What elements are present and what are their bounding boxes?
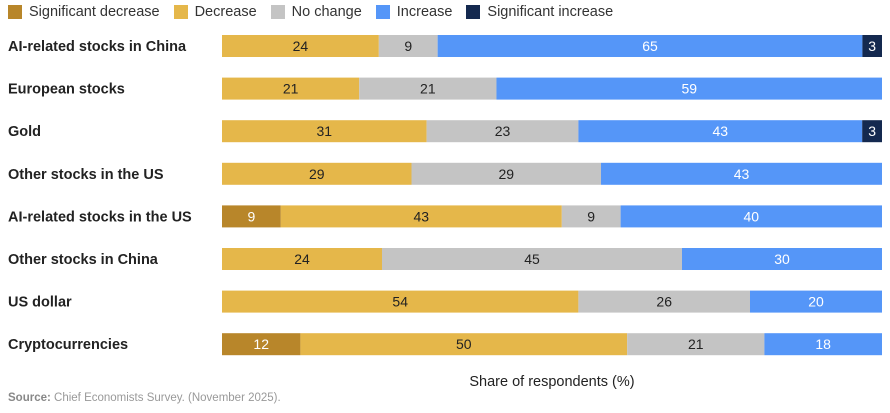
x-axis-label: Share of respondents (%): [469, 374, 635, 390]
data-label: 29: [309, 166, 325, 182]
bar-segment: [682, 248, 882, 270]
category-label: Other stocks in China: [8, 252, 159, 268]
data-label: 3: [868, 38, 876, 54]
bar-segment: [764, 333, 882, 356]
bar-segment: [627, 333, 765, 356]
category-label: Gold: [8, 124, 41, 140]
legend-label: Increase: [396, 4, 453, 20]
bar-segment: [222, 162, 412, 185]
source-note: Source: Chief Economists Survey. (Novemb…: [8, 392, 281, 404]
bar-segment: [601, 162, 882, 185]
data-label: 18: [815, 336, 831, 352]
bar-segment: [437, 35, 863, 57]
category-label: European stocks: [8, 82, 125, 98]
data-label: 43: [414, 208, 430, 224]
category-label: US dollar: [8, 295, 72, 311]
data-label: 23: [495, 123, 511, 139]
data-label: 21: [688, 336, 704, 352]
data-label: 3: [868, 123, 876, 139]
category-label: AI-related stocks in the US: [8, 209, 192, 225]
legend-swatch: [270, 5, 285, 19]
legend-label: Decrease: [194, 4, 257, 20]
data-label: 65: [642, 38, 658, 54]
category-label: AI-related stocks in China: [8, 39, 187, 55]
legend-label: No change: [291, 4, 362, 20]
legend-item: Increase: [375, 4, 453, 20]
bar-segment: [496, 77, 882, 100]
data-label: 20: [808, 294, 824, 310]
legend-swatch: [173, 5, 188, 19]
bar-segment: [222, 205, 281, 228]
bar-segment: [862, 120, 882, 143]
bar-segment: [578, 290, 750, 313]
legend-swatch: [375, 5, 390, 19]
bar-segment: [222, 248, 382, 270]
category-label: Cryptocurrencies: [8, 337, 128, 353]
bar-segment: [561, 205, 621, 228]
data-label: 9: [404, 38, 412, 54]
bar-segment: [378, 35, 438, 57]
bar-segment: [578, 120, 863, 143]
bar-segment: [382, 248, 682, 270]
data-label: 24: [293, 38, 309, 54]
data-label: 31: [317, 123, 333, 139]
bar-segment: [222, 35, 379, 57]
legend-label: Significant increase: [487, 4, 614, 20]
legend-swatch: [8, 5, 22, 19]
data-label: 26: [656, 294, 672, 310]
data-label: 59: [681, 81, 697, 97]
legend: Significant decrease Decrease No change Inc…: [8, 4, 613, 20]
data-label: 12: [253, 336, 269, 352]
data-label: 21: [283, 81, 299, 97]
bar-segment: [300, 333, 628, 356]
bar-segment: [222, 77, 360, 100]
data-label: 40: [744, 208, 760, 224]
data-label: 50: [456, 336, 472, 352]
bar-segment: [359, 77, 497, 100]
bar-segment: [411, 162, 602, 185]
category-label: Other stocks in the US: [8, 167, 164, 183]
bar-segment: [280, 205, 562, 228]
data-label: 54: [392, 294, 408, 310]
source-text: Chief Economists Survey. (November 2025)…: [50, 392, 281, 404]
data-label: 43: [713, 123, 729, 139]
bar-segment: [426, 120, 579, 143]
data-label: 45: [524, 251, 540, 267]
bar-segment: [222, 120, 427, 143]
legend-swatch: [466, 5, 481, 19]
data-label: 30: [774, 251, 790, 267]
data-label: 43: [734, 166, 750, 182]
bar-segment: [750, 290, 882, 313]
legend-item: Significant decrease: [8, 4, 160, 20]
legend-label: Significant decrease: [29, 4, 160, 20]
data-label: 29: [498, 166, 514, 182]
legend-item: Decrease: [173, 4, 257, 20]
bar-segment: [862, 35, 882, 57]
bar-segment: [222, 333, 301, 356]
data-label: 21: [420, 81, 436, 97]
data-label: 24: [294, 251, 310, 267]
legend-item: Significant increase: [466, 4, 613, 20]
data-label: 9: [248, 208, 256, 224]
source-label: Source:: [8, 392, 51, 404]
bar-segment: [222, 290, 579, 313]
bar-segment: [620, 205, 882, 228]
data-label: 9: [587, 208, 595, 224]
legend-item: No change: [270, 4, 362, 20]
